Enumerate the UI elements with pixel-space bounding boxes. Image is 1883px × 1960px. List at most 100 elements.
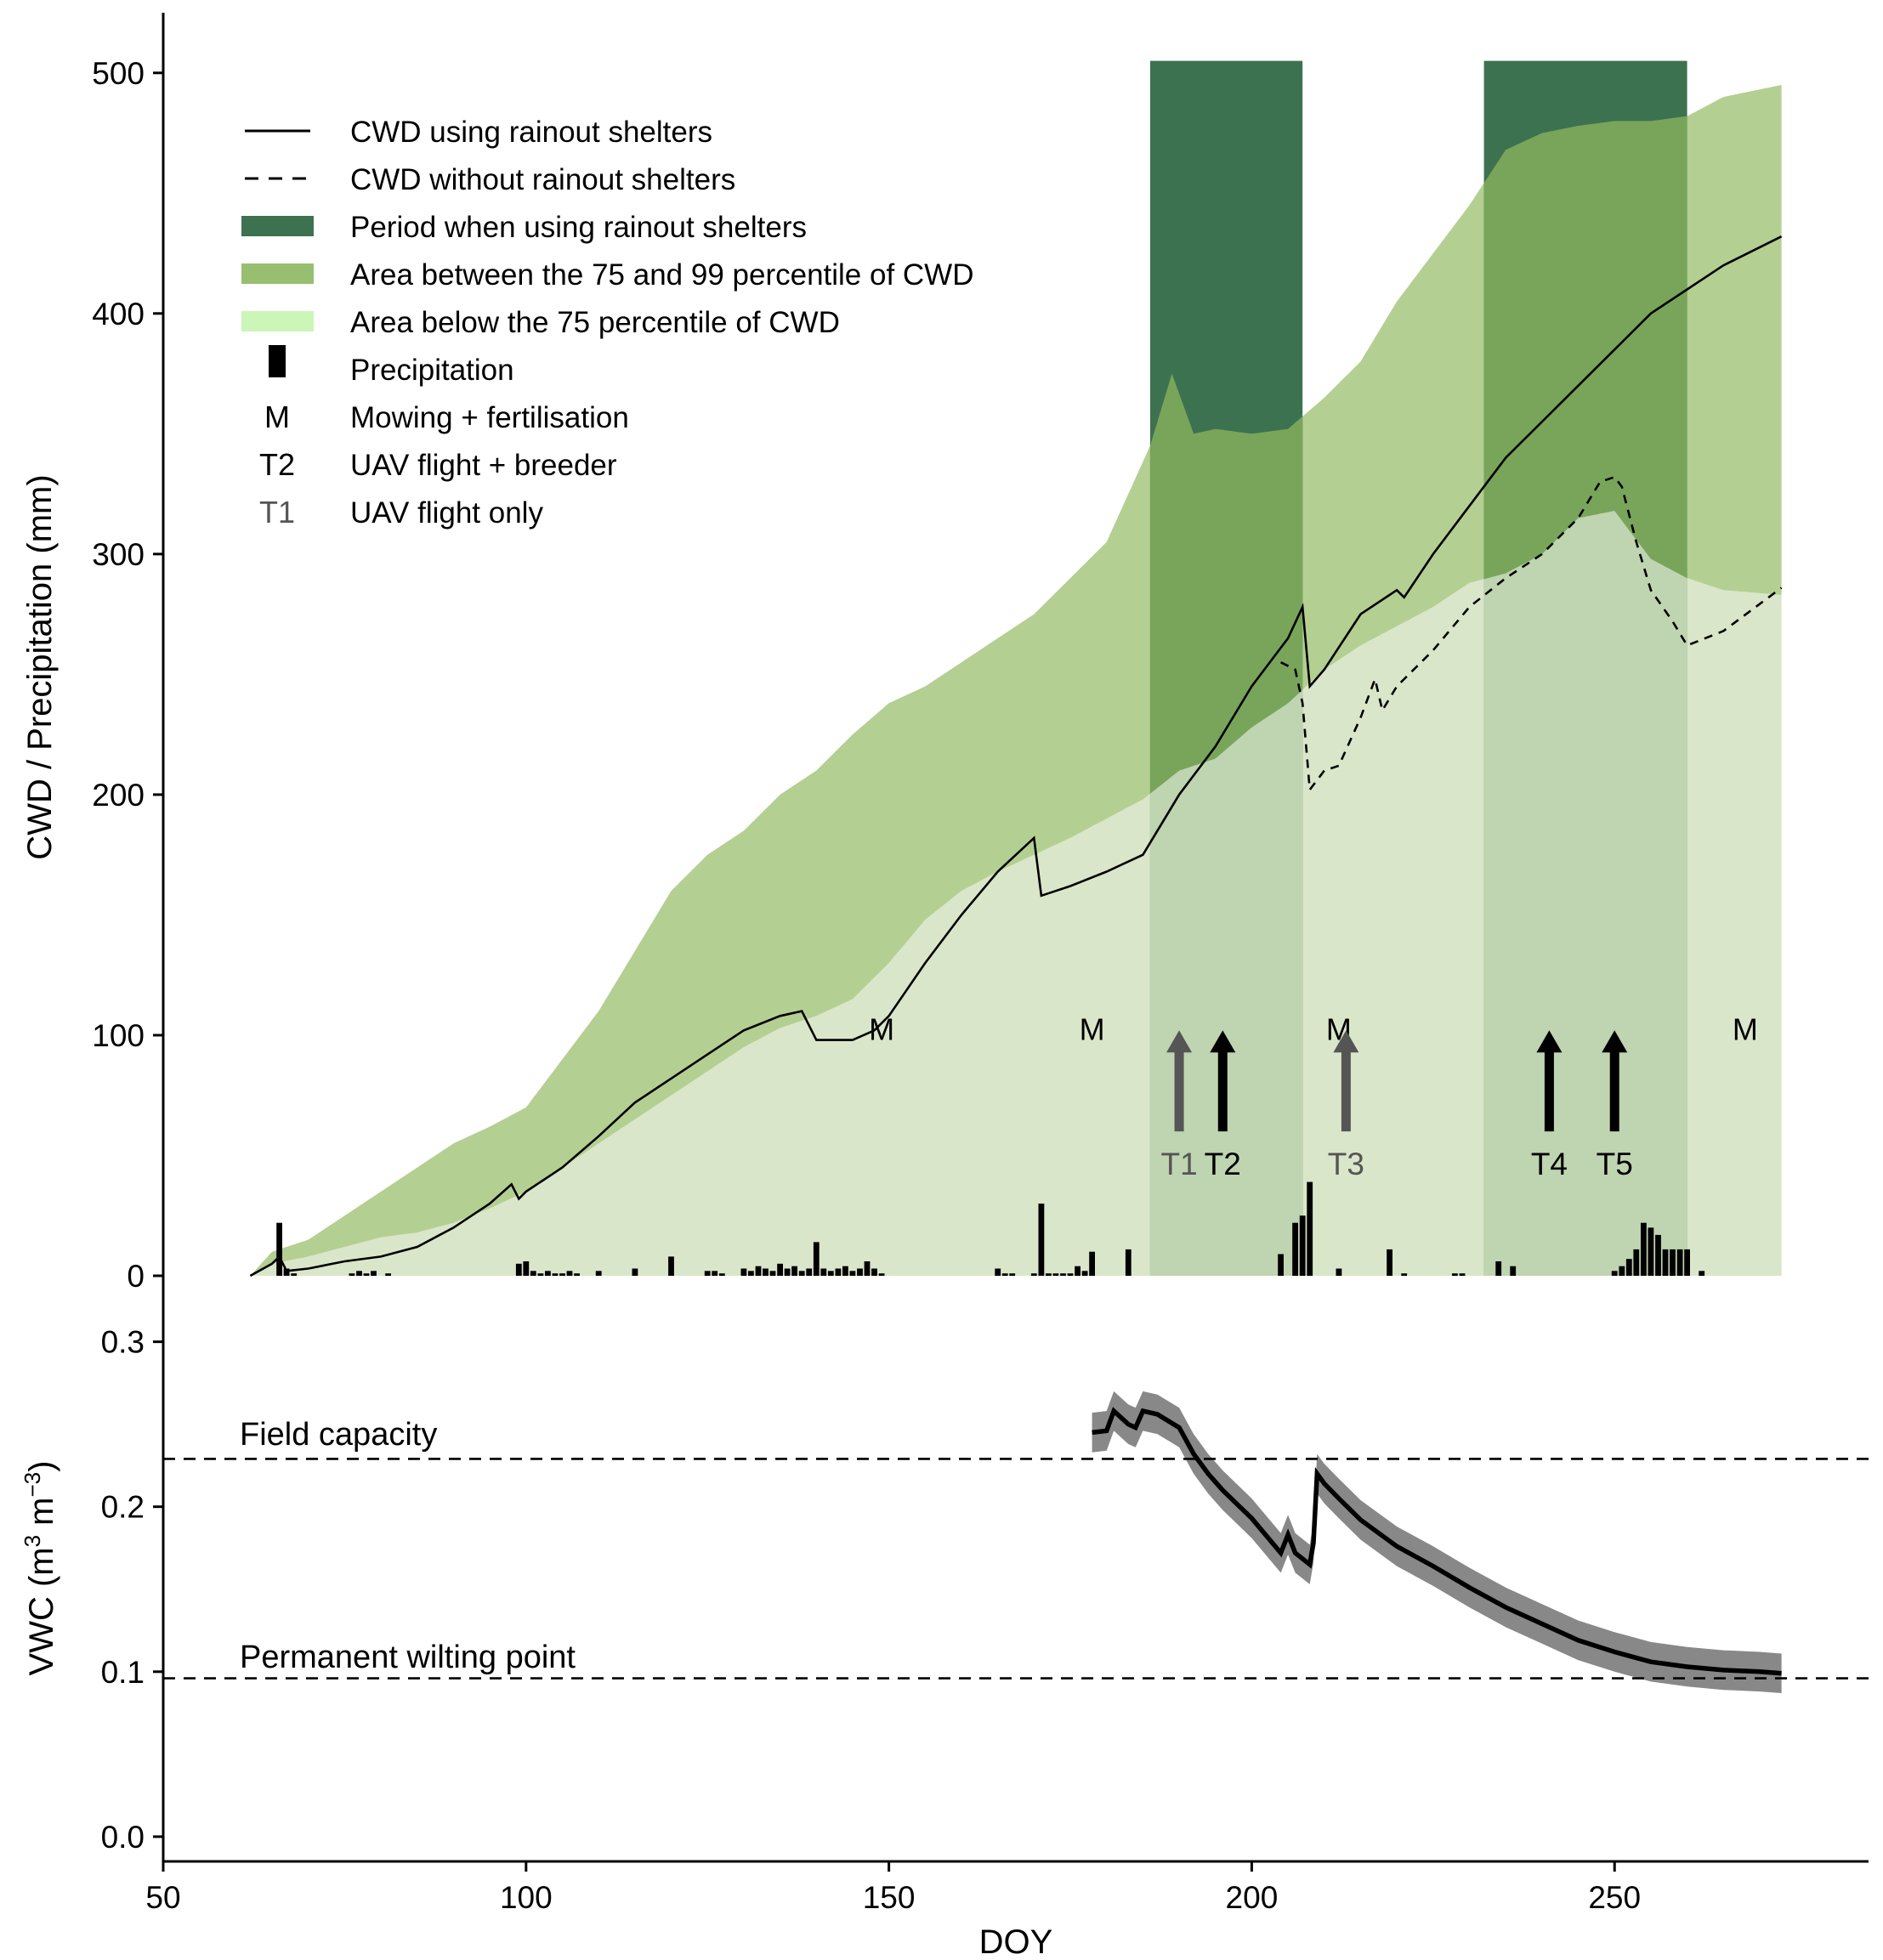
- precipitation-bar: [515, 1263, 522, 1276]
- precipitation-bar: [291, 1273, 298, 1276]
- precipitation-bar: [1633, 1249, 1640, 1276]
- precipitation-bar: [1307, 1181, 1313, 1276]
- precipitation-bar: [712, 1271, 718, 1276]
- precipitation-bar: [995, 1268, 1001, 1276]
- precipitation-bar: [1052, 1273, 1059, 1276]
- legend-key-shelter-fill: [241, 216, 314, 236]
- legend-label-uav-only: UAV flight only: [350, 496, 543, 530]
- cwd-y-tick-label: 300: [92, 537, 145, 572]
- wilting-point-label: Permanent wilting point: [240, 1640, 576, 1675]
- precipitation-bar: [1046, 1273, 1052, 1276]
- precipitation-bar: [530, 1271, 536, 1276]
- precipitation-bar: [1067, 1273, 1074, 1276]
- cwd-y-tick-label: 200: [92, 778, 145, 813]
- legend-key-uav-only: T1: [259, 495, 295, 530]
- vwc-line: [1092, 1407, 1782, 1676]
- precipitation-bar: [385, 1273, 391, 1276]
- precipitation-bar: [1089, 1251, 1095, 1276]
- precipitation-bar: [276, 1222, 282, 1276]
- precipitation-bar: [1336, 1268, 1342, 1276]
- vwc-y-ticks: 0.0 0.1 0.2 0.3: [101, 1325, 163, 1855]
- uav-flight-arrow-head: [1210, 1030, 1236, 1053]
- uav-flight-label: T3: [1328, 1147, 1364, 1181]
- vwc-band: [1092, 1391, 1782, 1693]
- vwc-y-tick-label: 0.1: [101, 1655, 145, 1690]
- precipitation-bar: [1510, 1266, 1517, 1276]
- legend: CWD using rainout shelters CWD without r…: [241, 116, 974, 530]
- precipitation-bar: [1125, 1249, 1132, 1276]
- x-tick-label: 200: [1226, 1880, 1279, 1915]
- precipitation-bar: [864, 1261, 871, 1276]
- precipitation-bar: [1060, 1273, 1066, 1276]
- legend-key-mowing: M: [264, 399, 290, 434]
- precipitation-bar: [1081, 1271, 1088, 1276]
- x-axis-title: DOY: [979, 1923, 1053, 1960]
- mowing-event-label: M: [1733, 1012, 1758, 1047]
- precipitation-bar: [1619, 1266, 1625, 1276]
- precipitation-bar: [371, 1271, 377, 1276]
- precipitation-bar: [827, 1271, 834, 1276]
- cwd-without-shelters-line: [1280, 475, 1783, 793]
- uav-flights: T1 T2 T3 T4 T5: [1160, 1030, 1633, 1181]
- precipitation-bar: [537, 1273, 544, 1276]
- x-tick-label: 100: [500, 1880, 553, 1915]
- precipitation-bar: [806, 1268, 813, 1276]
- uav-flight-arrow-head: [1602, 1030, 1628, 1053]
- vwc-y-tick-label: 0.3: [101, 1325, 145, 1360]
- uav-flight-label: T4: [1531, 1147, 1568, 1181]
- vwc-y-tick-label: 0.0: [101, 1820, 145, 1855]
- precipitation-bar: [1299, 1215, 1306, 1276]
- legend-key-precip-bar: [269, 345, 286, 377]
- precipitation-bar: [545, 1271, 551, 1276]
- cwd-y-ticks: 0 100 200 300 400 500: [92, 56, 163, 1294]
- shelter-overlap-below-75-1: [1149, 689, 1303, 1276]
- cwd-y-tick-label: 100: [92, 1018, 145, 1053]
- vwc-y-tick-label: 0.2: [101, 1490, 145, 1525]
- precipitation-bar: [552, 1273, 559, 1276]
- precipitation-bar: [1699, 1271, 1705, 1276]
- vwc-uncertainty-band: [1092, 1391, 1782, 1693]
- precipitation-bar: [1278, 1254, 1284, 1276]
- precipitation-bar: [1662, 1249, 1669, 1276]
- precipitation-bar: [559, 1273, 565, 1276]
- precipitation-bar: [668, 1256, 674, 1276]
- precipitation-bar: [820, 1268, 827, 1276]
- precipitation-bar: [791, 1266, 797, 1276]
- precipitation-bar: [1459, 1273, 1466, 1276]
- precipitation-bar: [1292, 1222, 1298, 1276]
- area-below-75-percentile: [250, 510, 1782, 1276]
- shelter-overlap-75-99-2: [1483, 116, 1687, 580]
- precipitation-bar: [1648, 1227, 1654, 1276]
- precipitation-bar: [1670, 1249, 1676, 1276]
- precipitation-bar: [363, 1273, 370, 1276]
- precipitation-bar: [835, 1268, 842, 1276]
- precipitation-bar: [523, 1261, 530, 1276]
- precipitation-bar: [1495, 1261, 1502, 1276]
- uav-flight-label: T5: [1597, 1147, 1633, 1181]
- precipitation-bar: [1684, 1249, 1690, 1276]
- cwd-lines: [249, 235, 1783, 1277]
- x-tick-label: 150: [863, 1880, 916, 1915]
- precipitation-bar: [1001, 1273, 1008, 1276]
- precipitation-bar: [1030, 1273, 1037, 1276]
- precipitation-bar: [1009, 1273, 1016, 1276]
- x-tick-label: 250: [1588, 1880, 1641, 1915]
- legend-label-precipitation: Precipitation: [350, 354, 514, 387]
- precipitation-bar: [349, 1273, 355, 1276]
- precipitation-bar: [1641, 1222, 1647, 1276]
- vwc-mean-line: [1092, 1407, 1782, 1676]
- legend-label-breeder: UAV flight + breeder: [350, 449, 617, 482]
- precipitation-bar: [798, 1271, 805, 1276]
- precipitation-bar: [755, 1266, 762, 1276]
- cwd-y-tick-label: 400: [92, 297, 145, 331]
- area-75-99-percentile: [250, 84, 1782, 1276]
- shelter-overlap-75-99-1: [1149, 373, 1303, 794]
- legend-key-breeder: T2: [259, 447, 295, 482]
- legend-label-cwd-shelters: CWD using rainout shelters: [350, 116, 712, 149]
- mowing-event-label: M: [1080, 1012, 1105, 1047]
- precipitation-bar: [748, 1271, 754, 1276]
- legend-label-75-99: Area between the 75 and 99 percentile of…: [350, 258, 974, 292]
- precipitation-bar: [813, 1242, 820, 1276]
